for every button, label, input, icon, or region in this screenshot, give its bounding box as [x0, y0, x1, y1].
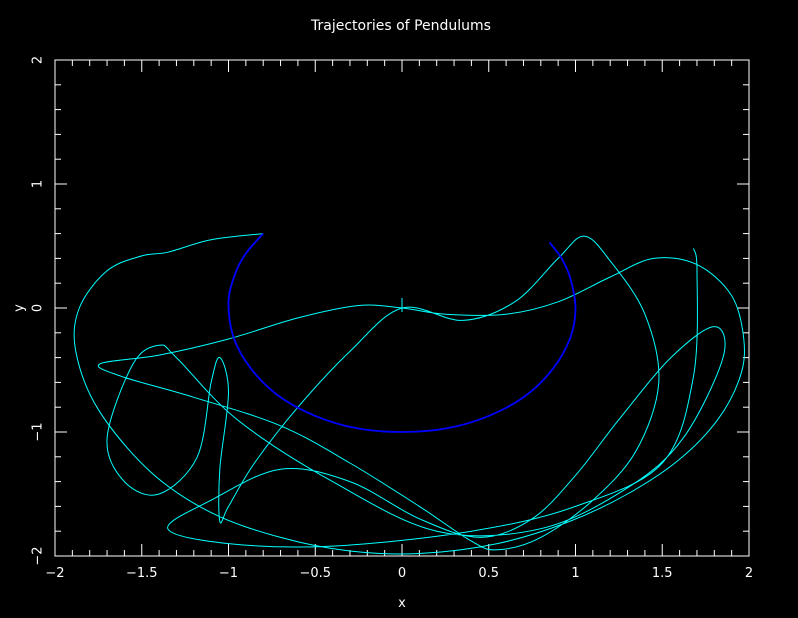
tick-labels: −2 −1.5 −1 −0.5 0 0.5 1 1.5 2 −2 −1 0 1 2 [31, 56, 754, 581]
y-tick-label: −1 [31, 422, 46, 441]
x-tick-label: 0.5 [478, 566, 499, 581]
y-tick-label: 2 [31, 56, 46, 64]
y-axis-title: y [12, 304, 27, 312]
chart-title: Trajectories of Pendulums [310, 18, 491, 34]
x-tick-label: 2 [745, 566, 753, 581]
x-tick-label: −0.5 [299, 566, 331, 581]
x-tick-label: 1 [571, 566, 579, 581]
y-tick-label: 1 [31, 180, 46, 188]
x-tick-label: 1.5 [652, 566, 673, 581]
pendulum-2-trajectory-line [73, 233, 745, 555]
x-tick-label: −1 [219, 566, 238, 581]
pendulum-1-trajectory-line [227, 233, 577, 433]
x-axis-title: x [398, 596, 406, 611]
x-tick-label: −2 [45, 566, 64, 581]
y-tick-label: 0 [31, 304, 46, 312]
y-tick-label: −2 [31, 546, 46, 565]
x-tick-label: −1.5 [126, 566, 158, 581]
plot-frame [54, 59, 750, 557]
x-tick-label: 0 [398, 566, 406, 581]
trajectory-series [73, 233, 745, 555]
